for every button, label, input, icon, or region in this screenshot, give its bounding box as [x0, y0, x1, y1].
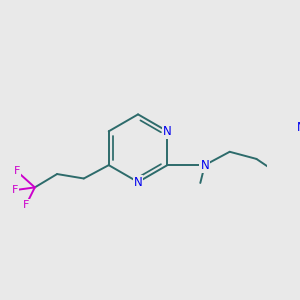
- Text: N: N: [297, 121, 300, 134]
- Text: N: N: [163, 125, 172, 138]
- Text: F: F: [14, 167, 20, 176]
- Text: N: N: [200, 159, 209, 172]
- Text: F: F: [12, 185, 18, 195]
- Text: N: N: [134, 176, 142, 189]
- Text: F: F: [23, 200, 29, 210]
